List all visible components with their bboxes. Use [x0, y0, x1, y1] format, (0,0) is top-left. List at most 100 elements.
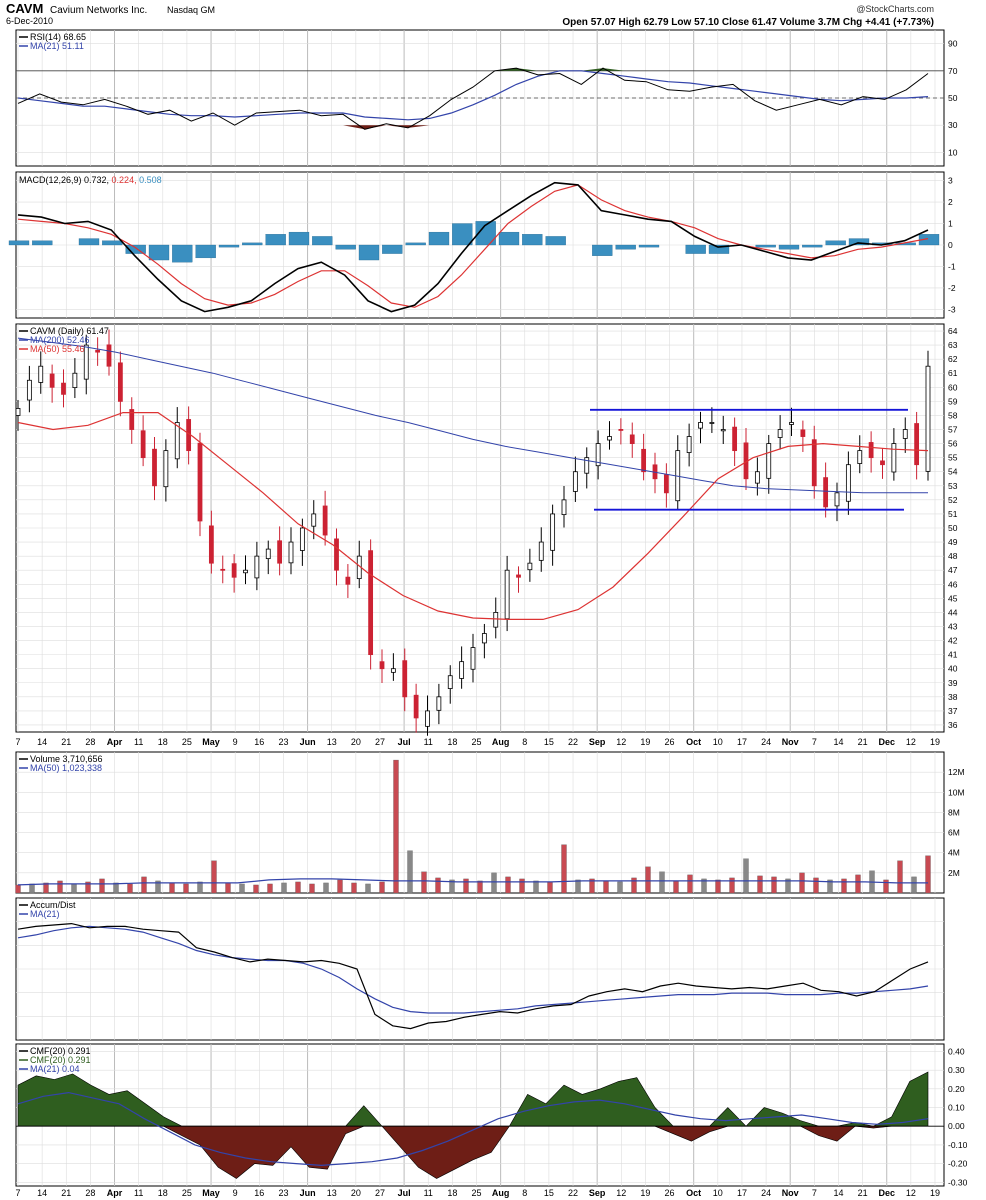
x-tick-label: 11	[134, 1188, 143, 1198]
volume-bar	[155, 880, 161, 894]
macd-histogram-bar	[685, 244, 706, 254]
candle-body	[641, 448, 647, 473]
macd-histogram-bar	[825, 240, 846, 246]
y-tick-label: 44	[948, 607, 958, 617]
candle-body	[504, 569, 510, 620]
macd-panel: -3 -2 -1 0 1 2 3 MACD(12,26,9) 0.732, 0.224, 0.…	[8, 171, 956, 319]
y-tick-label: 47	[948, 565, 958, 575]
x-tick-label: Jun	[300, 737, 316, 747]
x-tick-label: 23	[278, 1188, 288, 1198]
x-tick-label: Apr	[107, 1188, 123, 1198]
volume-bar	[211, 860, 217, 894]
x-tick-label: 11	[424, 1188, 433, 1198]
x-tick-label: 28	[85, 737, 95, 747]
volume-bar	[477, 880, 483, 894]
y-tick-label: 1	[948, 219, 953, 229]
candle-body	[481, 633, 487, 644]
x-tick-label: 24	[761, 737, 771, 747]
x-tick-label: 22	[568, 737, 578, 747]
x-tick-label: 18	[158, 1188, 168, 1198]
volume-bar	[841, 878, 847, 894]
macd-histogram-bar	[242, 242, 263, 246]
x-tick-label: 21	[858, 737, 868, 747]
volume-ma-line	[17, 878, 928, 886]
accum-dist-ma-line	[17, 925, 929, 1014]
candle-body	[311, 513, 317, 527]
candle-body	[243, 569, 248, 574]
x-tick-label: 23	[278, 737, 288, 747]
x-tick-label: 18	[447, 1188, 457, 1198]
legend-entry: CMF(20) 0.291	[30, 1055, 91, 1065]
y-tick-label: 0	[948, 240, 953, 250]
candle-body	[766, 443, 772, 479]
y-tick-label: -0.30	[948, 1177, 968, 1187]
chart-header: CAVM Cavium Networks Inc. Nasdaq GM 6-De…	[6, 1, 934, 28]
x-tick-label: Apr	[107, 737, 123, 747]
candle-body	[61, 382, 66, 395]
cmf-ma-line	[17, 1091, 929, 1167]
candle-body	[15, 408, 21, 416]
volume-bar	[855, 874, 861, 894]
macd-histogram-bar	[8, 240, 30, 246]
candle-body	[140, 430, 146, 459]
x-tick-label: 8	[522, 1188, 527, 1198]
y-tick-label: 45	[948, 593, 958, 603]
y-tick-label: 53	[948, 481, 958, 491]
candle-body	[95, 349, 101, 353]
x-tick-label: Nov	[782, 1188, 799, 1198]
macd-histogram-bar	[918, 234, 940, 246]
candle-body	[561, 499, 567, 516]
volume-bar	[169, 882, 175, 894]
volume-bar	[295, 881, 301, 894]
candle-body	[789, 422, 794, 425]
macd-histogram-bar	[848, 238, 870, 246]
macd-histogram-bar	[615, 244, 636, 250]
candle-body	[709, 422, 715, 424]
macd-histogram-bar	[335, 244, 356, 250]
x-tick-label: Oct	[686, 1188, 701, 1198]
volume-bar	[743, 858, 749, 894]
x-tick-label: 12	[906, 1188, 916, 1198]
x-tick-label: 21	[61, 737, 71, 747]
y-tick-label: 59	[948, 396, 958, 406]
y-tick-label: -1	[948, 261, 956, 271]
y-tick-label: 41	[948, 650, 958, 660]
candle-body	[163, 450, 169, 488]
legend-entry: MA(200) 52.46	[30, 335, 90, 345]
x-tick-label: 17	[737, 1188, 747, 1198]
candle-body	[891, 443, 897, 473]
y-tick-label: 3	[948, 176, 953, 186]
x-tick-label: 12	[906, 737, 916, 747]
cmf-panel-frame	[15, 1043, 945, 1187]
macd-histogram-bar	[592, 244, 613, 256]
macd-histogram-bar	[148, 244, 170, 261]
candle-body	[208, 525, 214, 564]
volume-bar	[183, 883, 189, 894]
y-tick-label: 54	[948, 467, 958, 477]
candle-body	[572, 471, 578, 492]
candle-body	[345, 576, 351, 585]
x-tick-label: 12	[616, 737, 626, 747]
legend-entry: MA(50) 1,023,338	[30, 763, 102, 773]
x-tick-label: Aug	[492, 737, 510, 747]
ma200-line	[17, 337, 928, 494]
macd-histogram-bar	[755, 244, 776, 248]
y-tick-label: 12M	[948, 767, 965, 777]
volume-bar	[141, 876, 147, 894]
candle-body	[299, 527, 305, 551]
y-tick-label: 39	[948, 678, 958, 688]
macd-histogram-bar	[545, 236, 566, 246]
x-tick-label: 19	[930, 1188, 940, 1198]
source-credit: @StockCharts.com	[856, 4, 934, 14]
y-tick-label: 40	[948, 664, 958, 674]
volume-bar	[799, 872, 805, 894]
x-tick-label: 7	[15, 737, 20, 747]
macd-histogram-bar	[638, 244, 660, 248]
volume-bar	[113, 882, 119, 894]
volume-bar	[85, 881, 91, 894]
y-tick-label: 43	[948, 621, 958, 631]
y-tick-label: 64	[948, 326, 958, 336]
candle-body	[106, 344, 112, 367]
volume-bar	[393, 759, 399, 894]
